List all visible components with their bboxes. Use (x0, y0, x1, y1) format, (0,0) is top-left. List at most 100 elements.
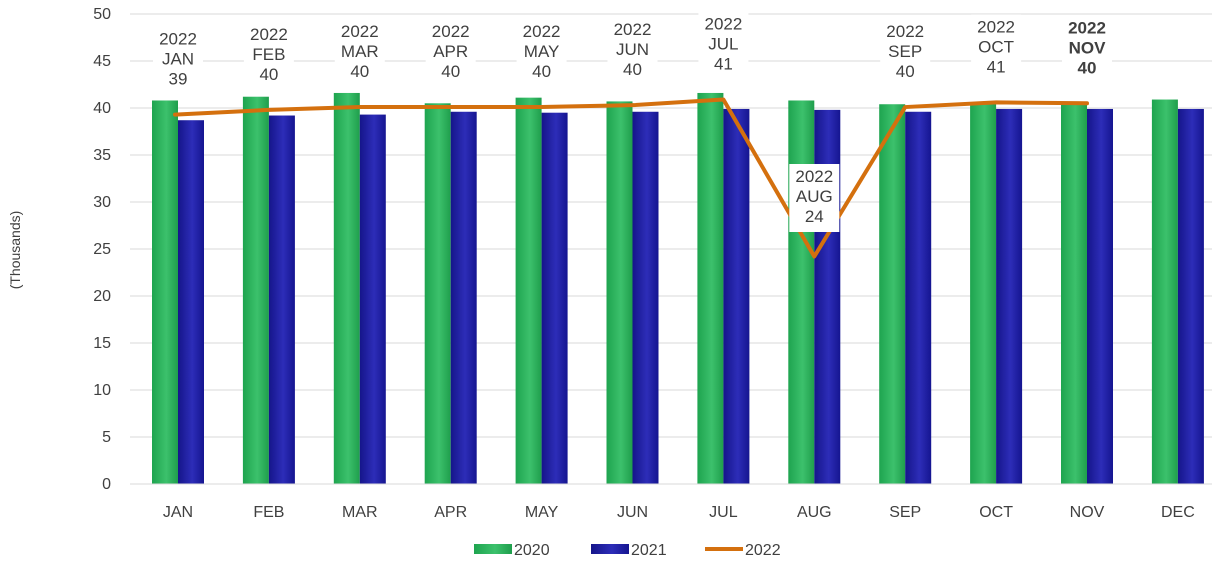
y-tick-label: 10 (93, 382, 111, 399)
data-label-text: OCT (978, 37, 1014, 56)
bar-2021 (359, 114, 386, 484)
bar-2020 (333, 92, 360, 485)
line-2022 (173, 97, 1089, 259)
data-label-box (153, 26, 203, 95)
data-label-box (334, 19, 385, 88)
x-tick-label: JAN (163, 504, 193, 521)
bar-2021 (723, 108, 750, 484)
data-label-text: 2022 (614, 20, 652, 39)
data-label-text: 41 (987, 57, 1006, 76)
bar-2021 (905, 111, 932, 484)
bars (152, 92, 1204, 485)
legend-label-2020: 2020 (514, 542, 550, 559)
data-label-text: 2022 (250, 25, 288, 44)
data-label-text: 24 (805, 207, 824, 226)
x-tick-label: FEB (253, 504, 284, 521)
legend-label-2022: 2022 (745, 542, 781, 559)
data-label-text: 40 (1078, 58, 1097, 77)
data-label-text: JUL (708, 35, 738, 54)
data-label-box (1062, 15, 1112, 84)
bar-2021 (632, 111, 659, 484)
y-tick-label: 15 (93, 335, 111, 352)
data-label-text: 40 (350, 62, 369, 81)
legend-item-2022: 2022 (705, 542, 781, 559)
data-label-text: 2022 (159, 30, 197, 49)
bar-2021 (996, 108, 1023, 484)
data-label-box (243, 21, 294, 90)
data-label-text: NOV (1069, 38, 1107, 57)
data-label-text: 2022 (341, 22, 379, 41)
data-label-text: 2022 (704, 15, 742, 34)
x-tick-label: DEC (1161, 504, 1195, 521)
x-tick-label: JUL (709, 504, 738, 521)
bar-2021 (541, 112, 568, 484)
bar-2020 (152, 100, 178, 484)
data-label-text: JUN (616, 40, 649, 59)
data-label-text: 40 (532, 62, 551, 81)
bar-2020 (424, 103, 451, 485)
bar-2020 (1061, 102, 1087, 485)
bar-2020 (515, 97, 542, 484)
legend-item-2020: 2020 (474, 542, 550, 559)
bar-2021 (1087, 108, 1113, 484)
x-tick-label: SEP (889, 504, 921, 521)
y-axis: 0 5 10 15 20 25 30 35 40 45 50 (93, 6, 111, 493)
data-label-text: JAN (162, 50, 194, 69)
data-label-box (789, 164, 840, 232)
data-label-text: APR (433, 42, 468, 61)
x-tick-label: JUN (617, 504, 648, 521)
y-tick-label: 25 (93, 241, 111, 258)
data-label-text: 40 (441, 62, 460, 81)
bar-2020 (788, 100, 815, 484)
data-label-text: 41 (714, 55, 733, 74)
data-label-box (971, 14, 1022, 83)
data-label-text: 2022 (977, 17, 1015, 36)
y-tick-label: 50 (93, 6, 111, 23)
data-label-text: 40 (259, 65, 278, 84)
data-label-text: 2022 (795, 167, 833, 186)
data-label-text: 2022 (432, 22, 470, 41)
bar-2021 (268, 115, 295, 485)
bar-2021 (178, 120, 204, 484)
x-tick-label: MAY (525, 504, 559, 521)
x-tick-label: NOV (1070, 504, 1105, 521)
data-label-text: AUG (796, 187, 833, 206)
data-label-text: 2022 (523, 22, 561, 41)
data-label-text: 39 (169, 70, 188, 89)
data-label-text: MAR (341, 42, 379, 61)
bar-2020 (970, 103, 997, 485)
data-label-text: 2022 (886, 22, 924, 41)
data-label-box (425, 19, 476, 88)
data-label-text: 40 (623, 60, 642, 79)
legend-label-2021: 2021 (631, 542, 667, 559)
bar-2020 (1151, 99, 1178, 484)
legend-item-2021: 2021 (591, 542, 667, 559)
x-tick-label: AUG (797, 504, 832, 521)
x-tick-label: OCT (979, 504, 1013, 521)
data-label-box (880, 19, 931, 88)
data-label-text: MAY (524, 42, 560, 61)
data-label-text: 40 (896, 62, 915, 81)
bar-2020 (242, 96, 269, 484)
data-label-box (698, 11, 749, 80)
bar-2020 (697, 92, 724, 485)
data-label-box (516, 19, 567, 88)
data-labels: 2022JAN392022FEB402022MAR402022APR402022… (153, 11, 1112, 232)
x-tick-label: MAR (342, 504, 378, 521)
y-tick-label: 20 (93, 288, 111, 305)
y-tick-label: 40 (93, 100, 111, 117)
x-tick-label: APR (434, 504, 467, 521)
gridlines (130, 13, 1212, 485)
y-tick-label: 35 (93, 147, 111, 164)
bar-2020 (606, 101, 633, 485)
data-label-box (607, 17, 658, 86)
data-label-text: FEB (252, 45, 285, 64)
